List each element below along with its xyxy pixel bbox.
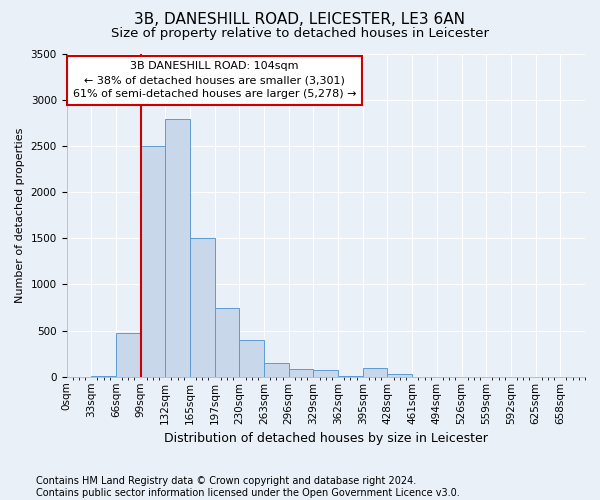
Bar <box>313 370 338 376</box>
Bar <box>289 370 313 376</box>
Bar <box>239 340 264 376</box>
Text: 3B DANESHILL ROAD: 104sqm
← 38% of detached houses are smaller (3,301)
61% of se: 3B DANESHILL ROAD: 104sqm ← 38% of detac… <box>73 62 356 100</box>
Text: Size of property relative to detached houses in Leicester: Size of property relative to detached ho… <box>111 28 489 40</box>
Bar <box>215 308 239 376</box>
Y-axis label: Number of detached properties: Number of detached properties <box>15 128 25 303</box>
Bar <box>140 146 165 376</box>
Bar <box>165 118 190 376</box>
Bar <box>264 363 289 376</box>
Bar <box>190 238 215 376</box>
Text: Contains HM Land Registry data © Crown copyright and database right 2024.
Contai: Contains HM Land Registry data © Crown c… <box>36 476 460 498</box>
Text: 3B, DANESHILL ROAD, LEICESTER, LE3 6AN: 3B, DANESHILL ROAD, LEICESTER, LE3 6AN <box>134 12 466 28</box>
Bar <box>116 333 140 376</box>
Bar <box>388 374 412 376</box>
X-axis label: Distribution of detached houses by size in Leicester: Distribution of detached houses by size … <box>164 432 488 445</box>
Bar <box>363 368 388 376</box>
